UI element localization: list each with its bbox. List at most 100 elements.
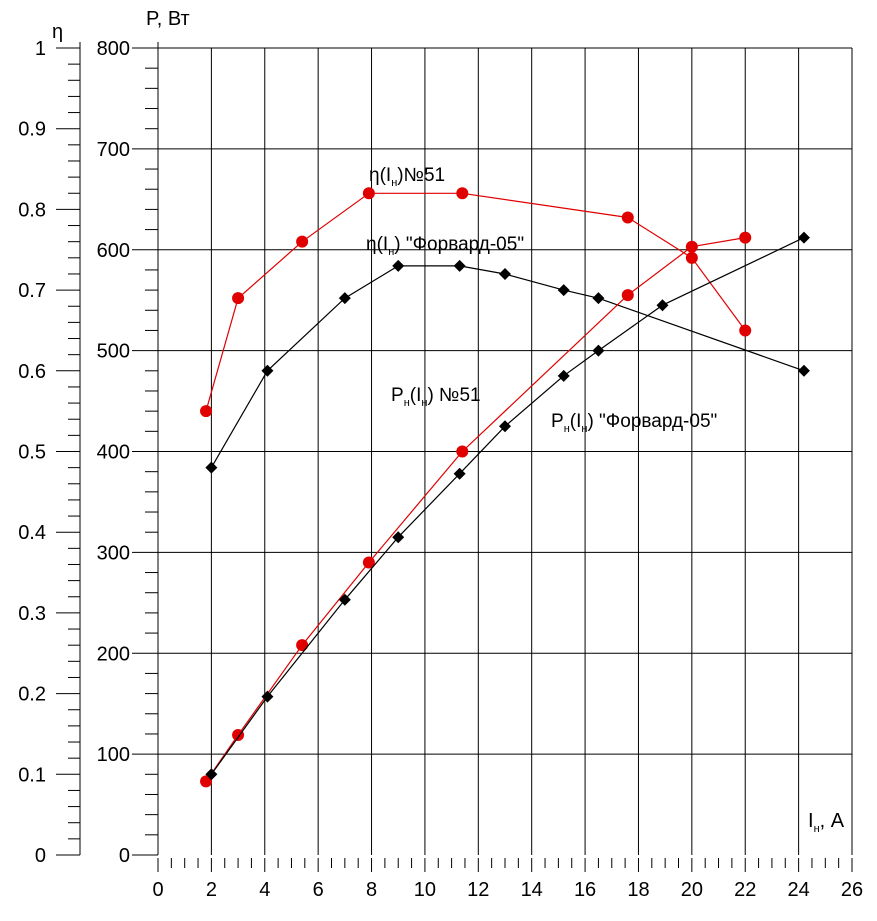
data-point-circle <box>685 251 698 264</box>
data-point-circle <box>739 231 752 244</box>
x-axis-tick-label: 8 <box>366 879 377 901</box>
y-axis-power-title: P, Вт <box>146 8 190 30</box>
y-axis-power-tick-label: 300 <box>97 542 130 564</box>
y-axis-eta-tick-label: 0 <box>35 845 46 867</box>
x-axis-title: Iн, A <box>808 810 845 835</box>
data-point-diamond <box>392 531 405 544</box>
x-axis-title-sub: н <box>814 823 820 835</box>
x-axis-tick-label: 22 <box>734 879 756 901</box>
x-axis-title-main: I <box>808 810 814 832</box>
y-axis-eta-tick-label: 0.7 <box>18 280 46 302</box>
data-point-diamond <box>592 344 605 357</box>
x-axis-tick-label: 14 <box>521 879 543 901</box>
data-point-circle <box>232 728 245 741</box>
data-point-circle <box>456 187 469 200</box>
annotation-power-forvard-sub: н <box>564 423 570 435</box>
data-point-circle <box>296 639 309 652</box>
data-point-circle <box>739 324 752 337</box>
series-line-eta-1 <box>210 265 805 468</box>
x-axis-title-unit: , A <box>820 810 845 832</box>
data-point-diamond <box>338 593 351 606</box>
y-axis-eta-tick-label: 0.1 <box>18 764 46 786</box>
y-axis-power-tick-label: 0 <box>119 845 130 867</box>
x-axis-tick-label: 20 <box>681 879 703 901</box>
annotation-power-forvard-sub2: н <box>581 423 587 435</box>
data-point-circle <box>232 292 245 305</box>
annotation-power-51: Pн(Iн) №51 <box>391 385 481 409</box>
data-point-diamond <box>453 259 466 272</box>
y-axis-eta-tick-label: 0.4 <box>18 522 46 544</box>
x-axis-tick-label: 10 <box>414 879 436 901</box>
y-axis-eta-tick-label: 0.8 <box>18 199 46 221</box>
data-point-diamond <box>392 259 405 272</box>
annotation-power-forvard-main: P <box>551 411 564 432</box>
annotation-power-forvard-mid: (I <box>570 411 582 432</box>
data-point-circle <box>685 240 698 253</box>
data-point-circle <box>456 445 469 458</box>
data-point-diamond <box>499 420 511 433</box>
x-axis-tick-label: 12 <box>467 879 489 901</box>
data-point-diamond <box>797 364 810 377</box>
annotation-power-51-sub2: н <box>421 397 427 409</box>
x-axis-tick-label: 26 <box>841 879 863 901</box>
y-axis-power-tick-label: 200 <box>97 643 130 665</box>
x-axis-tick-label: 24 <box>787 879 809 901</box>
data-point-diamond <box>557 369 570 382</box>
data-point-circle <box>296 235 309 248</box>
axes: 010020030040050060070080000.10.20.30.40.… <box>18 38 863 901</box>
data-point-diamond <box>557 284 570 297</box>
series-line-power-3 <box>210 237 805 775</box>
annotation-power-51-main: P <box>391 385 404 406</box>
annotation-eta-forvard-main: η(I <box>366 234 388 255</box>
annotation-eta-51-sub: н <box>391 177 397 189</box>
annotation-power-51-mid: (I <box>410 385 422 406</box>
annotation-power-51-tail: ) №51 <box>427 385 480 406</box>
y-axis-power-tick-label: 400 <box>97 442 130 464</box>
grid <box>158 47 853 855</box>
y-axis-eta-tick-label: 0.5 <box>18 442 46 464</box>
y-axis-power-tick-label: 100 <box>97 744 130 766</box>
data-point-diamond <box>261 690 274 703</box>
series-layer <box>200 187 810 788</box>
y-axis-eta-tick-label: 0.2 <box>18 684 46 706</box>
x-axis-tick-label: 18 <box>627 879 649 901</box>
data-point-circle <box>362 556 375 569</box>
data-point-circle <box>200 775 213 788</box>
annotation-power-forvard-tail: ) "Форвард-05" <box>587 411 717 432</box>
data-point-diamond <box>205 768 218 781</box>
y-axis-eta-tick-label: 0.9 <box>18 119 46 141</box>
annotation-eta-51: η(Iн)№51 <box>369 165 445 189</box>
annotation-eta-51-main: η(I <box>369 165 391 186</box>
y-axis-eta-tick-label: 0.6 <box>18 361 46 383</box>
series-line-eta-0 <box>205 192 746 412</box>
data-point-diamond <box>205 461 218 474</box>
annotation-eta-forvard-sub: н <box>388 246 394 258</box>
x-axis-tick-label: 6 <box>313 879 324 901</box>
y-axis-eta-title: η <box>52 21 63 43</box>
series-line-power-2 <box>205 237 746 782</box>
x-axis-tick-label: 2 <box>206 879 217 901</box>
y-axis-power-tick-label: 700 <box>97 139 130 161</box>
y-axis-eta-tick-label: 0.3 <box>18 603 46 625</box>
x-axis-tick-label: 0 <box>152 879 163 901</box>
annotation-eta-forvard-tail: ) "Форвард-05" <box>394 234 524 255</box>
data-point-circle <box>621 211 634 224</box>
y-axis-power-tick-label: 600 <box>97 240 130 262</box>
data-point-diamond <box>499 267 511 280</box>
data-point-diamond <box>338 292 351 305</box>
annotation-eta-51-tail: )№51 <box>397 165 445 186</box>
y-axis-eta-tick-label: 1 <box>35 38 46 60</box>
data-point-diamond <box>656 299 669 312</box>
data-point-diamond <box>592 292 605 305</box>
annotation-eta-forvard: η(Iн) "Форвард-05" <box>366 234 524 258</box>
data-point-diamond <box>453 467 466 480</box>
data-point-circle <box>621 289 634 302</box>
y-axis-power-tick-label: 500 <box>97 341 130 363</box>
data-point-diamond <box>797 231 810 244</box>
data-point-circle <box>200 405 213 418</box>
data-point-circle <box>362 187 375 200</box>
x-axis-tick-label: 16 <box>574 879 596 901</box>
data-point-diamond <box>261 364 274 377</box>
y-axis-power-tick-label: 800 <box>97 38 130 60</box>
